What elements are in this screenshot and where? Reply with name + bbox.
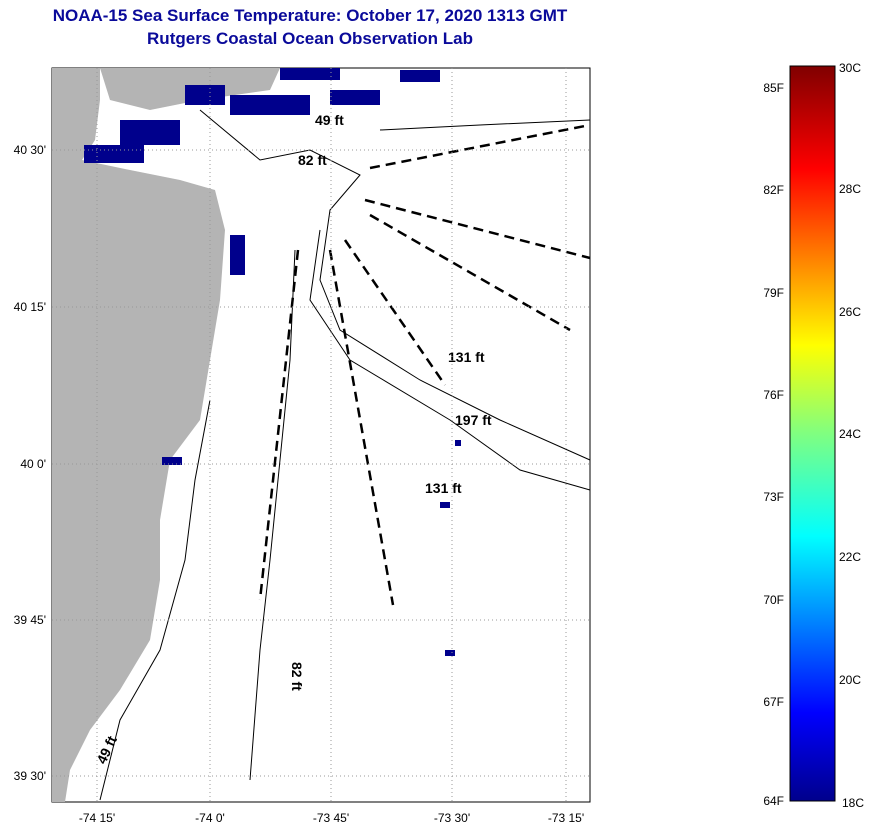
- depth-label: 49 ft: [315, 112, 344, 128]
- f-label: 79F: [763, 286, 784, 300]
- lon-tick-label: -74 15': [79, 811, 115, 825]
- f-label: 76F: [763, 388, 784, 402]
- c-label: 24C: [839, 427, 861, 441]
- depth-label: 131 ft: [448, 349, 485, 365]
- c-label: 20C: [839, 673, 861, 687]
- f-label: 82F: [763, 183, 784, 197]
- colorbar-c-labels: 30C 28C 26C 24C 22C 20C 18C: [839, 61, 864, 810]
- gridlines: [52, 68, 590, 802]
- lon-axis-labels: -74 15' -74 0' -73 45' -73 30' -73 15': [79, 811, 584, 825]
- depth-label: 197 ft: [455, 412, 492, 428]
- depth-label: 82 ft: [289, 662, 305, 691]
- colorbar-f-labels: 85F 82F 79F 76F 73F 70F 67F 64F: [763, 81, 784, 808]
- depth-label: 82 ft: [298, 152, 327, 168]
- lon-tick-label: -73 30': [434, 811, 470, 825]
- f-label: 64F: [763, 794, 784, 808]
- depth-label: 131 ft: [425, 480, 462, 496]
- f-label: 67F: [763, 695, 784, 709]
- map-frame: 49 ft 82 ft 131 ft 197 ft 131 ft 82 ft 4…: [51, 67, 591, 803]
- colorbar: [789, 65, 836, 802]
- f-label: 73F: [763, 490, 784, 504]
- c-label: 18C: [842, 796, 864, 810]
- map-title: NOAA-15 Sea Surface Temperature: October…: [52, 6, 568, 25]
- lat-tick-label: 40 30': [14, 143, 46, 157]
- c-label: 30C: [839, 61, 861, 75]
- c-label: 26C: [839, 305, 861, 319]
- f-label: 70F: [763, 593, 784, 607]
- lon-tick-label: -73 15': [548, 811, 584, 825]
- depth-contours: [99, 109, 591, 801]
- lon-tick-label: -74 0': [195, 811, 225, 825]
- land: [52, 68, 225, 802]
- lat-tick-label: 40 15': [14, 300, 46, 314]
- lat-axis-labels: 40 30' 40 15' 40 0' 39 45' 39 30': [14, 143, 46, 783]
- c-label: 22C: [839, 550, 861, 564]
- lat-tick-label: 40 0': [20, 457, 46, 471]
- f-label: 85F: [763, 81, 784, 95]
- c-label: 28C: [839, 182, 861, 196]
- lon-tick-label: -73 45': [313, 811, 349, 825]
- dashed-lines: [258, 123, 591, 606]
- cold-pixels: [84, 68, 461, 656]
- lat-tick-label: 39 30': [14, 769, 46, 783]
- map-subtitle: Rutgers Coastal Ocean Observation Lab: [147, 29, 473, 48]
- lat-tick-label: 39 45': [14, 613, 46, 627]
